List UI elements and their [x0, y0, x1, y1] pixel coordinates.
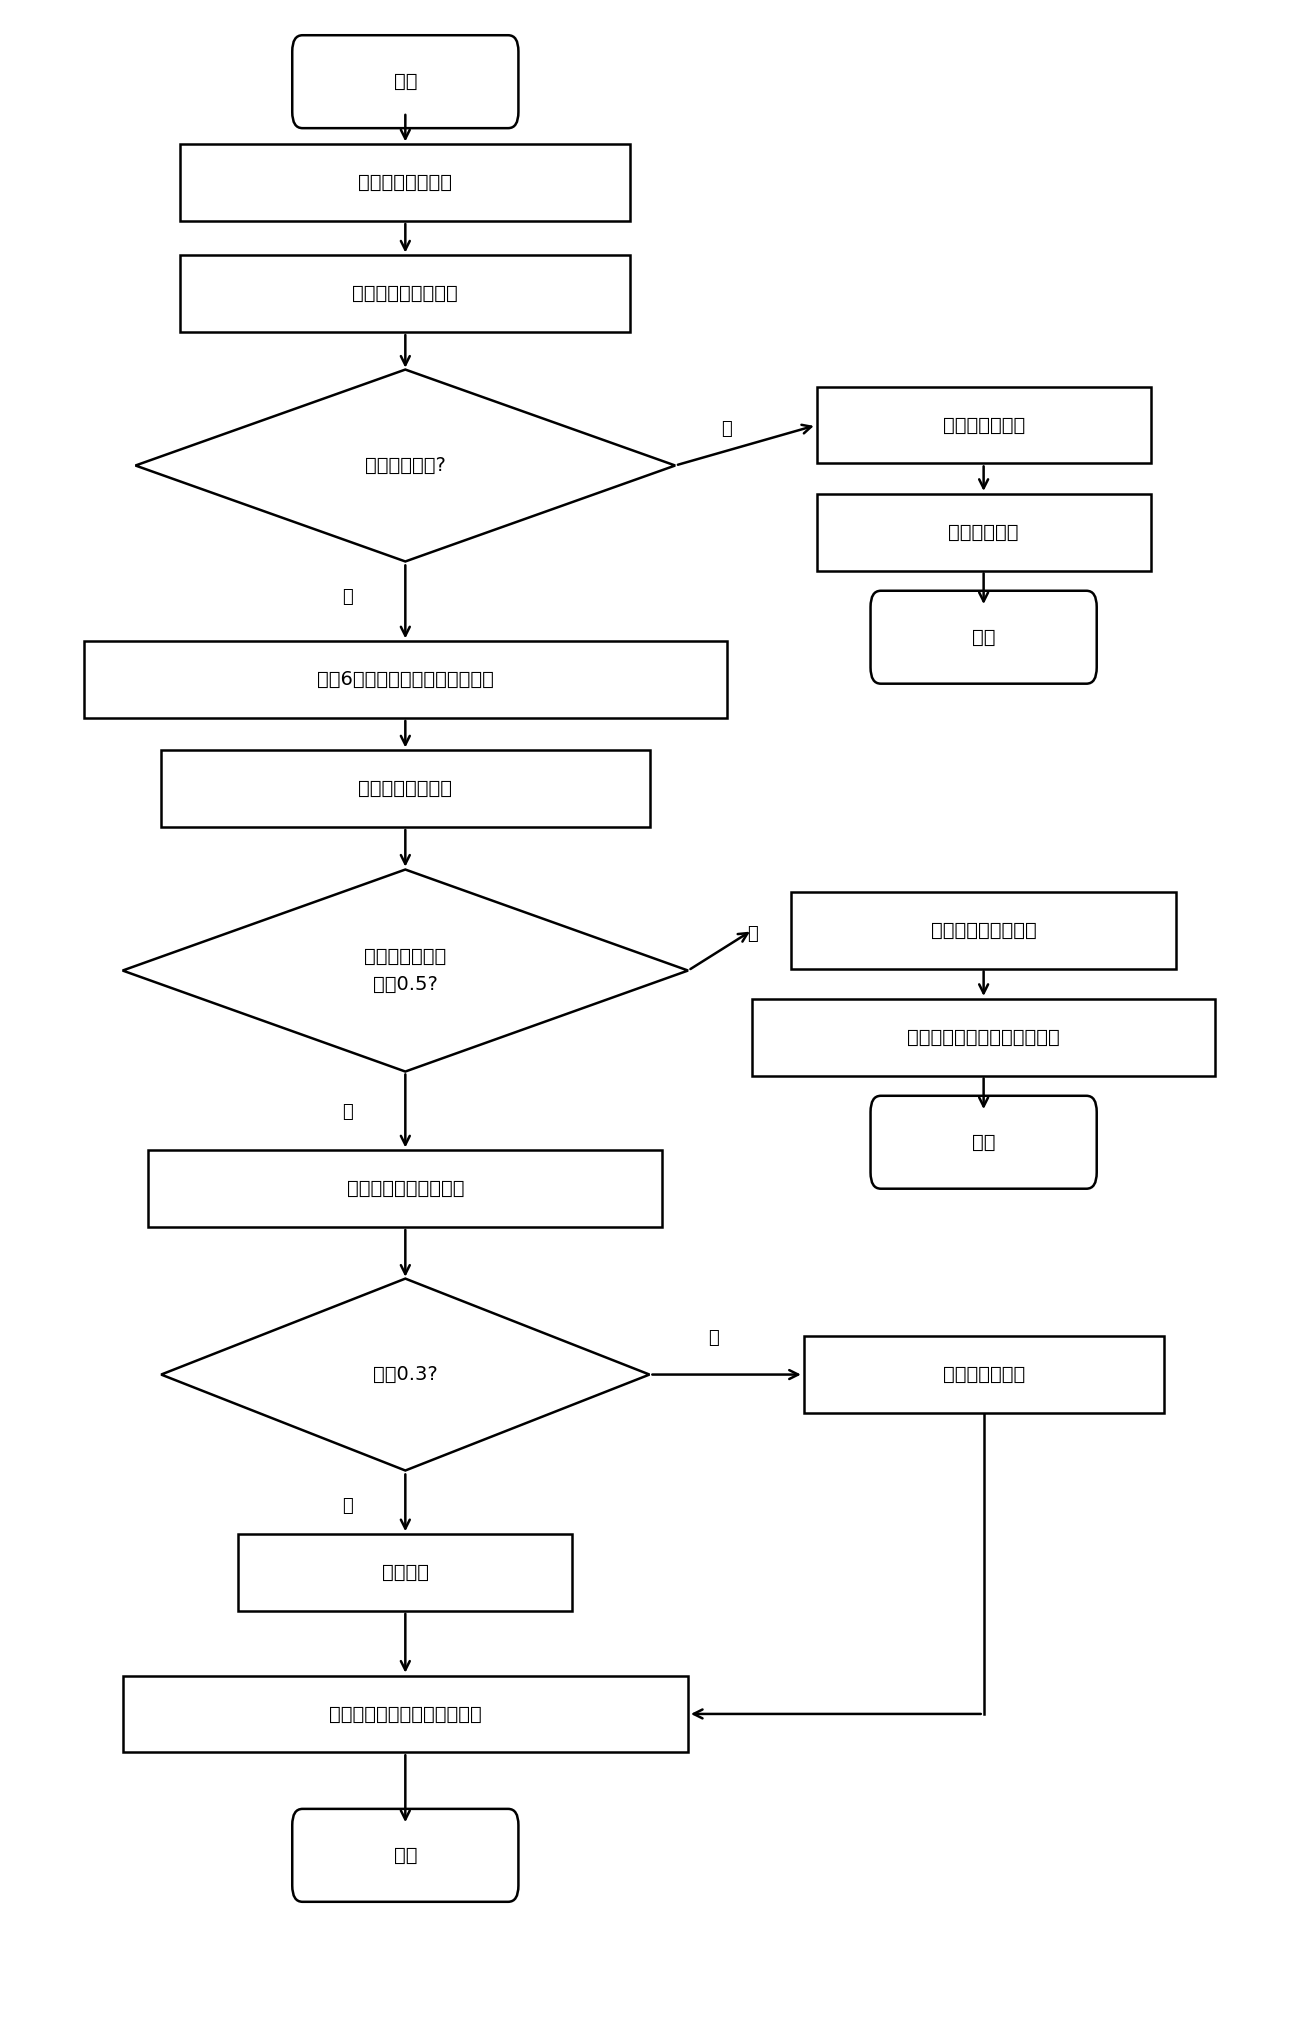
Text: 结束: 结束 — [972, 1133, 995, 1151]
Text: 否: 否 — [708, 1328, 720, 1347]
Text: 利用采样熵和估计压紧力变化: 利用采样熵和估计压紧力变化 — [329, 1704, 482, 1723]
FancyBboxPatch shape — [292, 35, 518, 128]
Text: 是: 是 — [342, 1497, 353, 1515]
Polygon shape — [122, 869, 688, 1072]
Text: 计算傅里叶幅值频谱: 计算傅里叶幅值频谱 — [352, 285, 459, 303]
Text: 否: 否 — [747, 925, 757, 944]
Text: 超过0.3?: 超过0.3? — [373, 1365, 438, 1383]
Text: 否: 否 — [342, 588, 353, 606]
Text: 估计松动程度: 估计松动程度 — [948, 523, 1018, 541]
Bar — [817, 494, 1151, 572]
Bar — [161, 751, 650, 828]
FancyBboxPatch shape — [870, 590, 1096, 683]
Text: 松动程度为中度: 松动程度为中度 — [943, 1365, 1025, 1383]
Text: 利用采样熵和估计压紧力变化: 利用采样熵和估计压紧力变化 — [907, 1027, 1060, 1048]
Polygon shape — [135, 370, 675, 561]
Bar — [752, 999, 1215, 1076]
FancyBboxPatch shape — [292, 1808, 518, 1902]
FancyBboxPatch shape — [870, 1096, 1096, 1188]
Bar — [817, 386, 1151, 464]
Text: 计算信号的峰度值: 计算信号的峰度值 — [359, 779, 452, 797]
Text: 与完好峰度之差
超过0.5?: 与完好峰度之差 超过0.5? — [364, 948, 447, 995]
Text: 开始: 开始 — [394, 71, 417, 92]
Polygon shape — [161, 1279, 650, 1471]
Bar — [804, 1336, 1164, 1414]
Text: 估算此时压紧力: 估算此时压紧力 — [943, 415, 1025, 435]
Bar — [84, 641, 726, 718]
Text: 松动程度轻或无松动: 松动程度轻或无松动 — [931, 921, 1037, 940]
Text: 是: 是 — [342, 1102, 353, 1121]
Bar — [122, 1676, 688, 1753]
Bar — [148, 1151, 662, 1227]
Text: 计算信号的二阶采样熵: 计算信号的二阶采样熵 — [347, 1180, 464, 1198]
Text: 出现特殊振动?: 出现特殊振动? — [365, 456, 446, 476]
Bar — [791, 891, 1177, 968]
Bar — [238, 1534, 573, 1611]
Bar — [181, 256, 630, 332]
Text: 是: 是 — [721, 421, 731, 437]
Text: 结束: 结束 — [972, 629, 995, 647]
Text: 结束: 结束 — [394, 1845, 417, 1865]
Text: 松动严重: 松动严重 — [382, 1562, 429, 1582]
Text: 采集统组振动信号: 采集统组振动信号 — [359, 173, 452, 191]
Text: 计算6个时间尺度的采样熵值的和: 计算6个时间尺度的采样熵值的和 — [317, 669, 494, 690]
Bar — [181, 144, 630, 222]
